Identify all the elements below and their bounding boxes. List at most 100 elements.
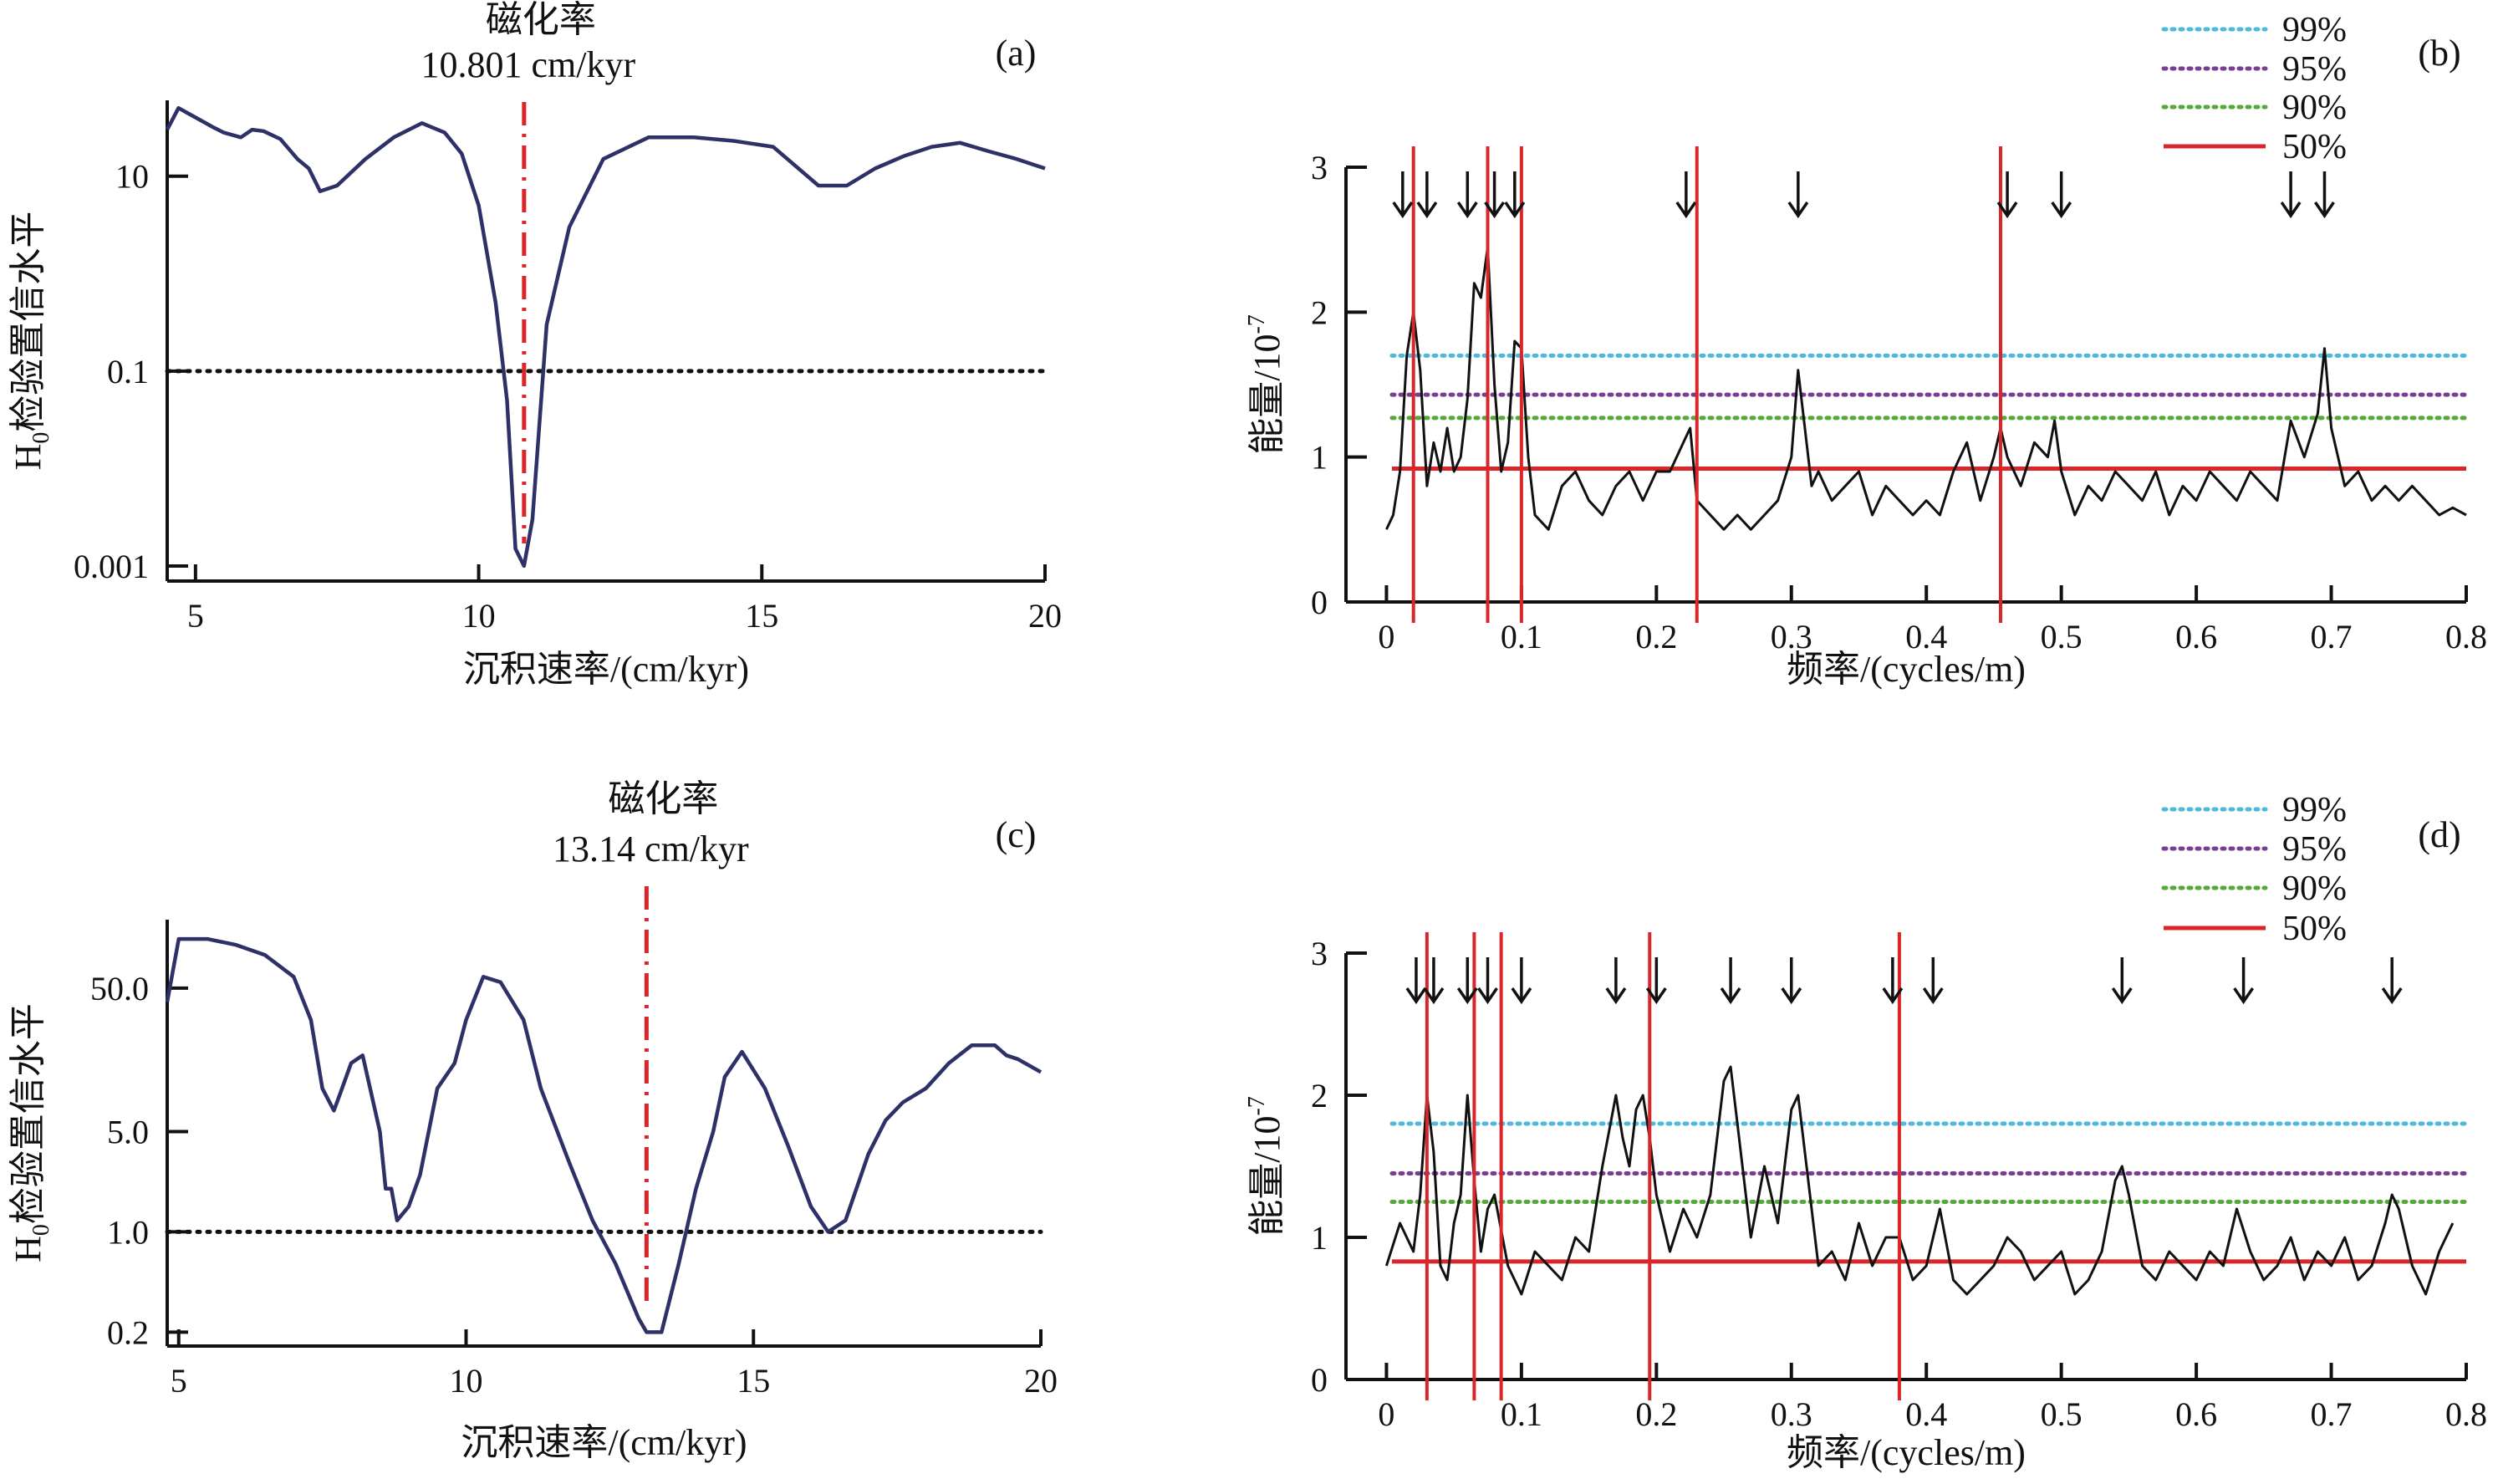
y-axis-label-rest: 检验置信水平 <box>8 1003 48 1224</box>
x-tick-label: 15 <box>745 597 778 635</box>
panel-d: 0 0.1 0.2 0.3 0.4 0.5 0.6 0.7 0.8 0 1 2 3 频率/(cycles/… <box>1244 791 2487 1473</box>
peak-arrow-head <box>1477 987 1498 1005</box>
chart-title: 磁化率 <box>486 0 596 40</box>
peak-arrow-head <box>1405 987 1427 1005</box>
x-tick-label: 5 <box>171 1362 187 1400</box>
x-tick-label: 0.1 <box>1501 618 1542 655</box>
x-tick-label: 0.6 <box>2175 618 2217 655</box>
peak-arrow-head <box>1605 987 1627 1005</box>
y-tick-label: 50.0 <box>90 970 149 1007</box>
x-tick-label: 0.1 <box>1501 1395 1542 1433</box>
peak-arrow-head <box>1645 987 1667 1005</box>
x-tick-label: 0 <box>1378 1395 1394 1433</box>
y-tick-label: 5.0 <box>107 1113 149 1150</box>
peak-arrow-head <box>1504 201 1526 219</box>
x-tick-label: 0.8 <box>2445 618 2487 655</box>
peak-arrow-head <box>1675 201 1697 219</box>
legend-label: 90% <box>2282 89 2347 127</box>
legend-label: 50% <box>2282 128 2347 166</box>
y-axis-label-main: 能量/10 <box>1246 334 1287 455</box>
y-axis-label-rest: 检验置信水平 <box>8 212 48 432</box>
peak-arrow-head <box>1423 987 1445 1005</box>
panel-c: 5 10 15 20 0.2 1.0 5.0 50.0 沉积速率/(cm/kyr) H0检验置信水… <box>8 778 1058 1463</box>
x-tick-label: 0.5 <box>2041 618 2083 655</box>
panel-label: (a) <box>996 33 1037 74</box>
x-axis-label: 频率/(cycles/m) <box>1787 1432 2026 1473</box>
x-tick-label: 0.7 <box>2311 1395 2353 1433</box>
x-tick-label: 0.5 <box>2041 1395 2083 1433</box>
y-tick-label: 0.2 <box>107 1313 149 1351</box>
legend-label: 95% <box>2282 50 2347 89</box>
peak-arrow-head <box>1922 987 1944 1005</box>
y-axis-label: H0检验置信水平 <box>8 1003 54 1262</box>
y-tick-label: 2 <box>1311 293 1328 331</box>
x-tick-label: 0.3 <box>1771 618 1812 655</box>
peak-arrow-head <box>1511 987 1532 1005</box>
peak-arrow-head <box>1996 201 2018 219</box>
legend-label: 95% <box>2282 830 2347 869</box>
peak-arrow-head <box>2314 201 2335 219</box>
spectrum-line <box>1384 1065 2455 1296</box>
peak-arrow-head <box>1787 201 1809 219</box>
y-axis-label: 能量/10-7 <box>1244 314 1287 455</box>
y-tick-label: 2 <box>1311 1077 1328 1114</box>
peak-arrow-head <box>1720 987 1741 1005</box>
peak-arrow-head <box>2111 987 2133 1005</box>
x-tick-label: 0.2 <box>1635 618 1677 655</box>
panel-b: 0 0.1 0.2 0.3 0.4 0.5 0.6 0.7 0.8 0 1 2 3 频率/(cycles/… <box>1244 11 2487 690</box>
x-tick-label: 0.7 <box>2311 618 2353 655</box>
x-tick-label: 0.8 <box>2445 1395 2487 1433</box>
y-axis-label-sub: 0 <box>28 1224 54 1236</box>
legend-label: 90% <box>2282 869 2347 908</box>
peak-arrow-head <box>2280 201 2302 219</box>
chart-subtitle: 13.14 cm/kyr <box>553 829 749 869</box>
y-axis-label-sub: 0 <box>28 432 54 444</box>
x-axis-label: 沉积速率/(cm/kyr) <box>463 649 749 690</box>
x-tick-label: 10 <box>462 597 496 635</box>
panel-label: (b) <box>2418 33 2460 74</box>
legend-label: 99% <box>2282 11 2347 49</box>
y-tick-label: 0 <box>1311 1361 1328 1399</box>
series-line <box>166 105 1046 569</box>
x-tick-label: 0 <box>1378 618 1394 655</box>
y-tick-label: 1 <box>1311 439 1328 477</box>
panel-label: (c) <box>996 814 1037 855</box>
y-tick-label: 1 <box>1311 1219 1328 1257</box>
peak-arrow-head <box>1882 987 1904 1005</box>
y-axis-label-main: H <box>8 1236 48 1262</box>
x-tick-label: 0.4 <box>1905 618 1947 655</box>
peak-arrow-head <box>2233 987 2255 1005</box>
panel-a: 5 10 15 20 0.001 0.1 10 沉积速率/(cm/kyr) H0检验置信水平 (a… <box>8 0 1062 690</box>
series-line <box>165 936 1043 1334</box>
spectrum-line <box>1385 245 2467 531</box>
y-tick-label: 10 <box>115 158 149 196</box>
x-axis-label: 沉积速率/(cm/kyr) <box>461 1422 747 1463</box>
y-axis-label-main: 能量/10 <box>1246 1116 1287 1237</box>
y-axis-label-sup: -7 <box>1244 1096 1270 1115</box>
x-tick-label: 20 <box>1028 597 1062 635</box>
x-tick-label: 5 <box>187 597 204 635</box>
y-tick-label: 1.0 <box>107 1213 149 1251</box>
x-tick-label: 0.4 <box>1905 1395 1947 1433</box>
panel-label: (d) <box>2418 814 2460 855</box>
x-axis-label: 频率/(cycles/m) <box>1787 649 2026 690</box>
peak-arrow-head <box>2051 201 2072 219</box>
peak-arrow-head <box>1781 987 1802 1005</box>
y-tick-label: 0 <box>1311 584 1328 621</box>
x-tick-label: 20 <box>1024 1362 1058 1400</box>
legend-label: 99% <box>2282 791 2347 829</box>
y-axis-label: H0检验置信水平 <box>8 212 54 471</box>
x-tick-label: 0.3 <box>1771 1395 1812 1433</box>
peak-arrow-head <box>1416 201 1438 219</box>
peak-arrow-head <box>1392 201 1414 219</box>
y-tick-label: 0.1 <box>107 353 149 390</box>
peak-arrow-head <box>1484 201 1506 219</box>
y-tick-label: 3 <box>1311 935 1328 972</box>
y-tick-label: 0.001 <box>74 548 149 585</box>
x-tick-label: 15 <box>737 1362 770 1400</box>
peak-arrow-head <box>1456 987 1478 1005</box>
x-tick-label: 0.2 <box>1635 1395 1677 1433</box>
peak-arrow-head <box>1456 201 1478 219</box>
chart-subtitle: 10.801 cm/kyr <box>421 44 636 85</box>
